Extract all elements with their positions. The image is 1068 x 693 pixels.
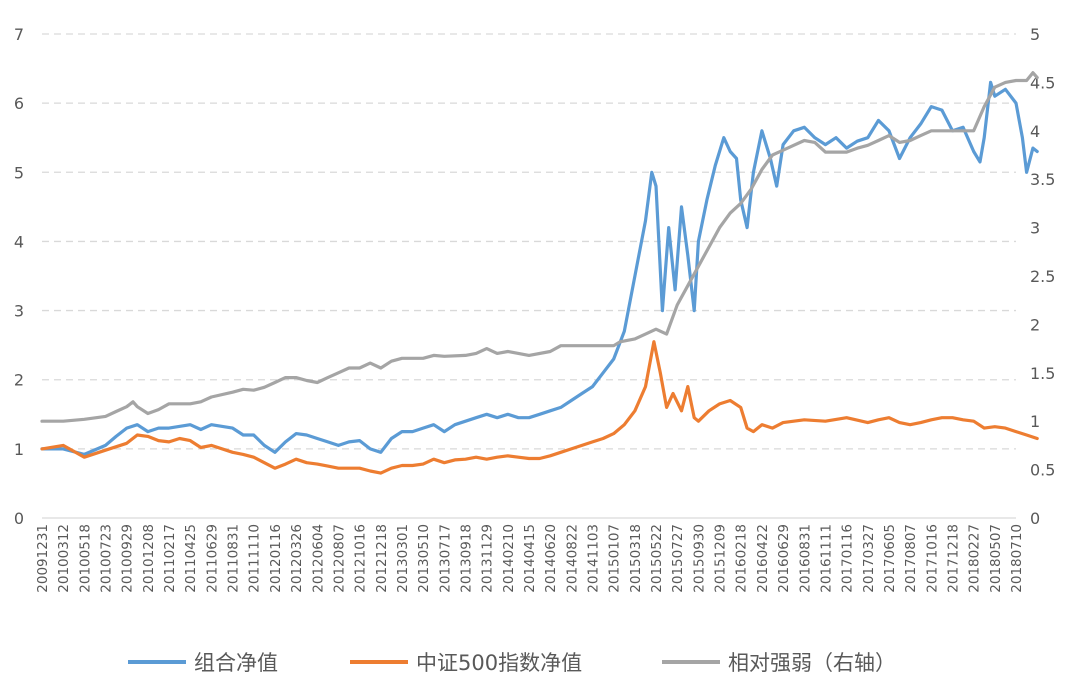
- x-tick-label: 20110629: [204, 524, 220, 593]
- x-tick-label: 20111110: [247, 524, 263, 593]
- right-y-axis: 0 0.5 1 1.5 2 2.5 3 3.5 4 4.5 5: [1030, 25, 1055, 528]
- x-tick-label: 20091231: [35, 524, 51, 593]
- right-tick-label: 5: [1030, 25, 1040, 44]
- legend-label-2: 相对强弱（右轴）: [728, 651, 896, 675]
- x-tick-label: 20180507: [988, 524, 1004, 593]
- x-tick-label: 20120604: [310, 524, 326, 593]
- left-tick-label: 2: [14, 371, 24, 390]
- x-tick-label: 20140210: [501, 524, 517, 593]
- series-line-2: [40, 71, 1039, 423]
- x-tick-label: 20160422: [755, 524, 771, 593]
- x-tick-label: 20170807: [903, 524, 919, 593]
- x-tick-label: 20110217: [162, 524, 178, 593]
- right-tick-label: 2: [1030, 315, 1040, 334]
- x-tick-label: 20150727: [670, 524, 686, 593]
- x-tick-label: 20150522: [649, 524, 665, 593]
- gridlines: [42, 33, 1016, 519]
- left-y-axis: 0 1 2 3 4 5 6 7: [14, 25, 24, 528]
- x-tick-label: 20170116: [840, 524, 856, 593]
- x-tick-label: 20121016: [353, 524, 369, 593]
- series-lines: [40, 71, 1039, 475]
- x-tick-label: 20100929: [120, 524, 136, 593]
- right-tick-label: 1.5: [1030, 364, 1055, 383]
- x-tick-label: 20170327: [861, 524, 877, 593]
- x-tick-label: 20160629: [776, 524, 792, 593]
- x-tick-label: 20121218: [374, 524, 390, 593]
- x-tick-label: 20130717: [437, 524, 453, 593]
- x-tick-label: 20100312: [56, 524, 72, 593]
- x-tick-label: 20161111: [818, 524, 834, 593]
- x-tick-label: 20101208: [141, 524, 157, 593]
- x-tick-label: 20160831: [797, 524, 813, 593]
- x-tick-label: 20140620: [543, 524, 559, 593]
- x-tick-label: 20110425: [183, 524, 199, 593]
- x-tick-label: 20120326: [289, 524, 305, 593]
- legend-label-0: 组合净值: [194, 651, 278, 675]
- x-tick-label: 20151209: [713, 524, 729, 593]
- x-axis: 20091231 20100312 20100518 20100723 20100929…: [35, 524, 1025, 593]
- right-tick-label: 3.5: [1030, 170, 1055, 189]
- right-tick-label: 3: [1030, 219, 1040, 238]
- x-tick-label: 20130510: [416, 524, 432, 593]
- x-tick-label: 20130918: [458, 524, 474, 593]
- left-tick-label: 7: [14, 25, 24, 44]
- right-tick-label: 0: [1030, 509, 1040, 528]
- left-tick-label: 5: [14, 163, 24, 182]
- series-line-0: [40, 80, 1039, 456]
- x-tick-label: 20150930: [691, 524, 707, 593]
- x-tick-label: 20160218: [734, 524, 750, 593]
- right-tick-label: 4.5: [1030, 73, 1055, 92]
- x-tick-label: 20171218: [945, 524, 961, 593]
- left-tick-label: 1: [14, 440, 24, 459]
- x-tick-label: 20120807: [331, 524, 347, 593]
- right-tick-label: 2.5: [1030, 267, 1055, 286]
- left-tick-label: 0: [14, 509, 24, 528]
- x-tick-label: 20180710: [1009, 524, 1025, 593]
- legend: 组合净值 中证500指数净值 相对强弱（右轴）: [128, 651, 896, 675]
- x-tick-label: 20131129: [480, 524, 496, 593]
- x-tick-label: 20170605: [882, 524, 898, 593]
- x-tick-label: 20110831: [226, 524, 242, 593]
- right-tick-label: 4: [1030, 122, 1040, 141]
- x-tick-label: 20171016: [924, 524, 940, 593]
- x-tick-label: 20100723: [99, 524, 115, 593]
- right-tick-label: 0.5: [1030, 461, 1055, 480]
- x-tick-label: 20100518: [77, 524, 93, 593]
- x-tick-label: 20150107: [607, 524, 623, 593]
- x-tick-label: 20140415: [522, 524, 538, 593]
- series-line-1: [40, 340, 1039, 475]
- legend-label-1: 中证500指数净值: [416, 651, 582, 675]
- x-tick-label: 20130301: [395, 524, 411, 593]
- x-tick-label: 20141103: [586, 524, 602, 593]
- x-tick-label: 20140822: [564, 524, 580, 593]
- x-tick-label: 20120116: [268, 524, 284, 593]
- left-tick-label: 4: [14, 232, 24, 251]
- left-tick-label: 3: [14, 302, 24, 321]
- left-tick-label: 6: [14, 94, 24, 113]
- right-tick-label: 1: [1030, 412, 1040, 431]
- x-tick-label: 20180227: [967, 524, 983, 593]
- x-tick-label: 20150318: [628, 524, 644, 593]
